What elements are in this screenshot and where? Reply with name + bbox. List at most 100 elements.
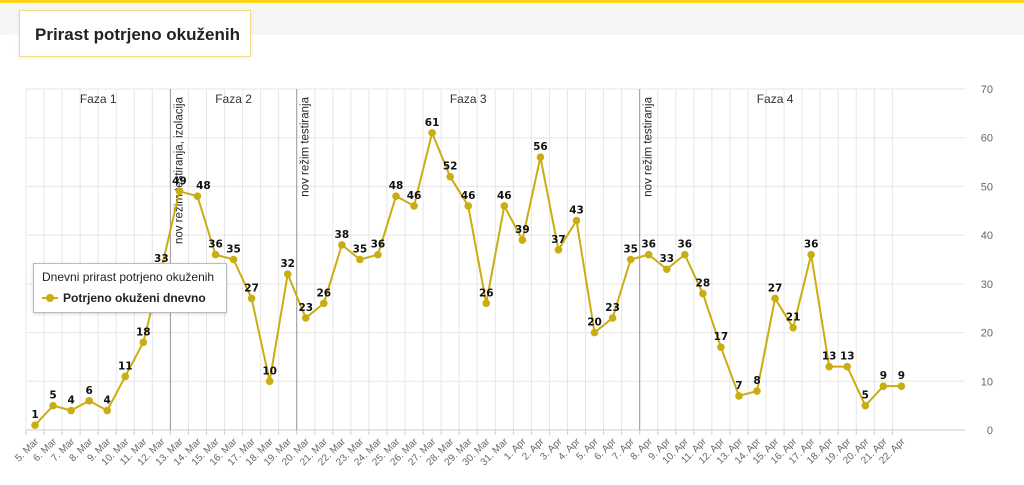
data-point: [608, 314, 617, 322]
data-point: [49, 401, 57, 410]
data-point: [229, 255, 238, 264]
legend-item-series[interactable]: Potrjeno okuženi dnevno: [42, 291, 206, 305]
data-label: 13: [822, 351, 837, 363]
data-label: 11: [118, 360, 133, 372]
data-point: [356, 255, 364, 264]
data-label: 23: [605, 302, 620, 314]
data-label: 36: [641, 239, 656, 251]
phase-marker-label: nov režim testiranja: [643, 96, 655, 196]
y-tick-label: 30: [981, 279, 993, 291]
y-tick-label: 40: [981, 230, 993, 242]
data-label: 4: [67, 395, 74, 407]
data-label: 27: [768, 282, 783, 294]
data-label: 6: [85, 385, 92, 397]
data-point: [771, 294, 779, 303]
legend-title: Dnevni prirast potrjeno okuženih: [42, 270, 215, 284]
data-point: [67, 406, 75, 415]
data-label: 38: [335, 229, 350, 241]
data-point: [175, 187, 184, 196]
data-point: [85, 396, 93, 405]
data-point: [662, 265, 671, 274]
y-tick-label: 70: [981, 84, 993, 96]
data-label: 20: [587, 317, 602, 329]
y-tick-label: 20: [981, 328, 993, 340]
data-label: 33: [154, 253, 169, 265]
data-point: [121, 372, 130, 381]
data-label: 35: [226, 244, 241, 256]
data-point: [464, 202, 473, 210]
data-point: [861, 401, 870, 410]
data-label: 32: [280, 258, 295, 270]
data-label: 10: [262, 365, 277, 377]
legend-series-swatch-icon: [42, 294, 58, 302]
data-label: 5: [862, 390, 869, 402]
data-label: 48: [389, 180, 404, 192]
data-point: [428, 129, 436, 137]
data-label: 17: [714, 331, 729, 343]
data-point: [446, 172, 454, 181]
data-point: [265, 377, 274, 386]
data-point: [482, 299, 491, 308]
data-point: [626, 255, 635, 264]
data-label: 46: [407, 190, 422, 202]
data-label: 36: [208, 239, 223, 251]
data-label: 35: [623, 244, 638, 256]
data-point: [807, 250, 815, 259]
data-point: [338, 241, 346, 249]
phase-label: Faza 4: [757, 92, 794, 106]
data-label: 39: [515, 224, 530, 236]
data-point: [301, 314, 310, 322]
data-label: 23: [298, 302, 313, 314]
data-point: [139, 338, 148, 347]
data-point: [717, 343, 725, 351]
data-label: 4: [104, 395, 111, 407]
data-label: 43: [569, 205, 584, 217]
data-point: [572, 216, 581, 225]
data-label: 36: [677, 239, 692, 251]
data-label: 13: [840, 351, 855, 363]
data-point: [193, 192, 202, 200]
data-point: [410, 202, 418, 210]
y-tick-label: 0: [987, 425, 993, 437]
data-point: [103, 406, 111, 415]
phase-label: Faza 3: [450, 92, 487, 106]
data-label: 52: [443, 161, 458, 173]
data-point: [283, 270, 292, 278]
phase-marker-label: nov režim testiranja, izolacija: [173, 96, 185, 244]
data-point: [879, 382, 888, 390]
data-label: 1: [31, 409, 38, 421]
data-point: [735, 392, 743, 400]
data-label: 46: [497, 190, 512, 202]
y-tick-label: 50: [981, 181, 993, 193]
data-label: 49: [172, 175, 187, 187]
data-point: [699, 289, 707, 298]
data-point: [753, 387, 761, 395]
data-label: 37: [551, 234, 566, 246]
data-point: [681, 250, 689, 259]
data-label: 9: [880, 370, 887, 382]
legend-item-label: Potrjeno okuženi dnevno: [63, 291, 206, 305]
data-label: 9: [898, 370, 905, 382]
data-label: 36: [804, 239, 819, 251]
data-point: [320, 299, 328, 308]
data-label: 33: [659, 253, 674, 265]
data-point: [843, 362, 852, 371]
data-label: 26: [316, 287, 331, 299]
data-label: 48: [196, 180, 211, 192]
data-point: [392, 192, 400, 200]
y-tick-label: 60: [981, 133, 993, 145]
data-label: 8: [753, 375, 760, 387]
data-label: 35: [353, 244, 368, 256]
data-label: 21: [786, 312, 801, 324]
data-point: [789, 323, 797, 332]
data-point: [825, 362, 833, 371]
data-label: 56: [533, 141, 548, 153]
data-point: [500, 202, 509, 210]
data-label: 36: [371, 239, 386, 251]
data-point: [554, 245, 563, 254]
legend: Dnevni prirast potrjeno okuženih Potrjen…: [33, 263, 227, 313]
data-label: 61: [425, 117, 440, 129]
data-point: [31, 421, 39, 429]
data-label: 28: [696, 278, 711, 290]
